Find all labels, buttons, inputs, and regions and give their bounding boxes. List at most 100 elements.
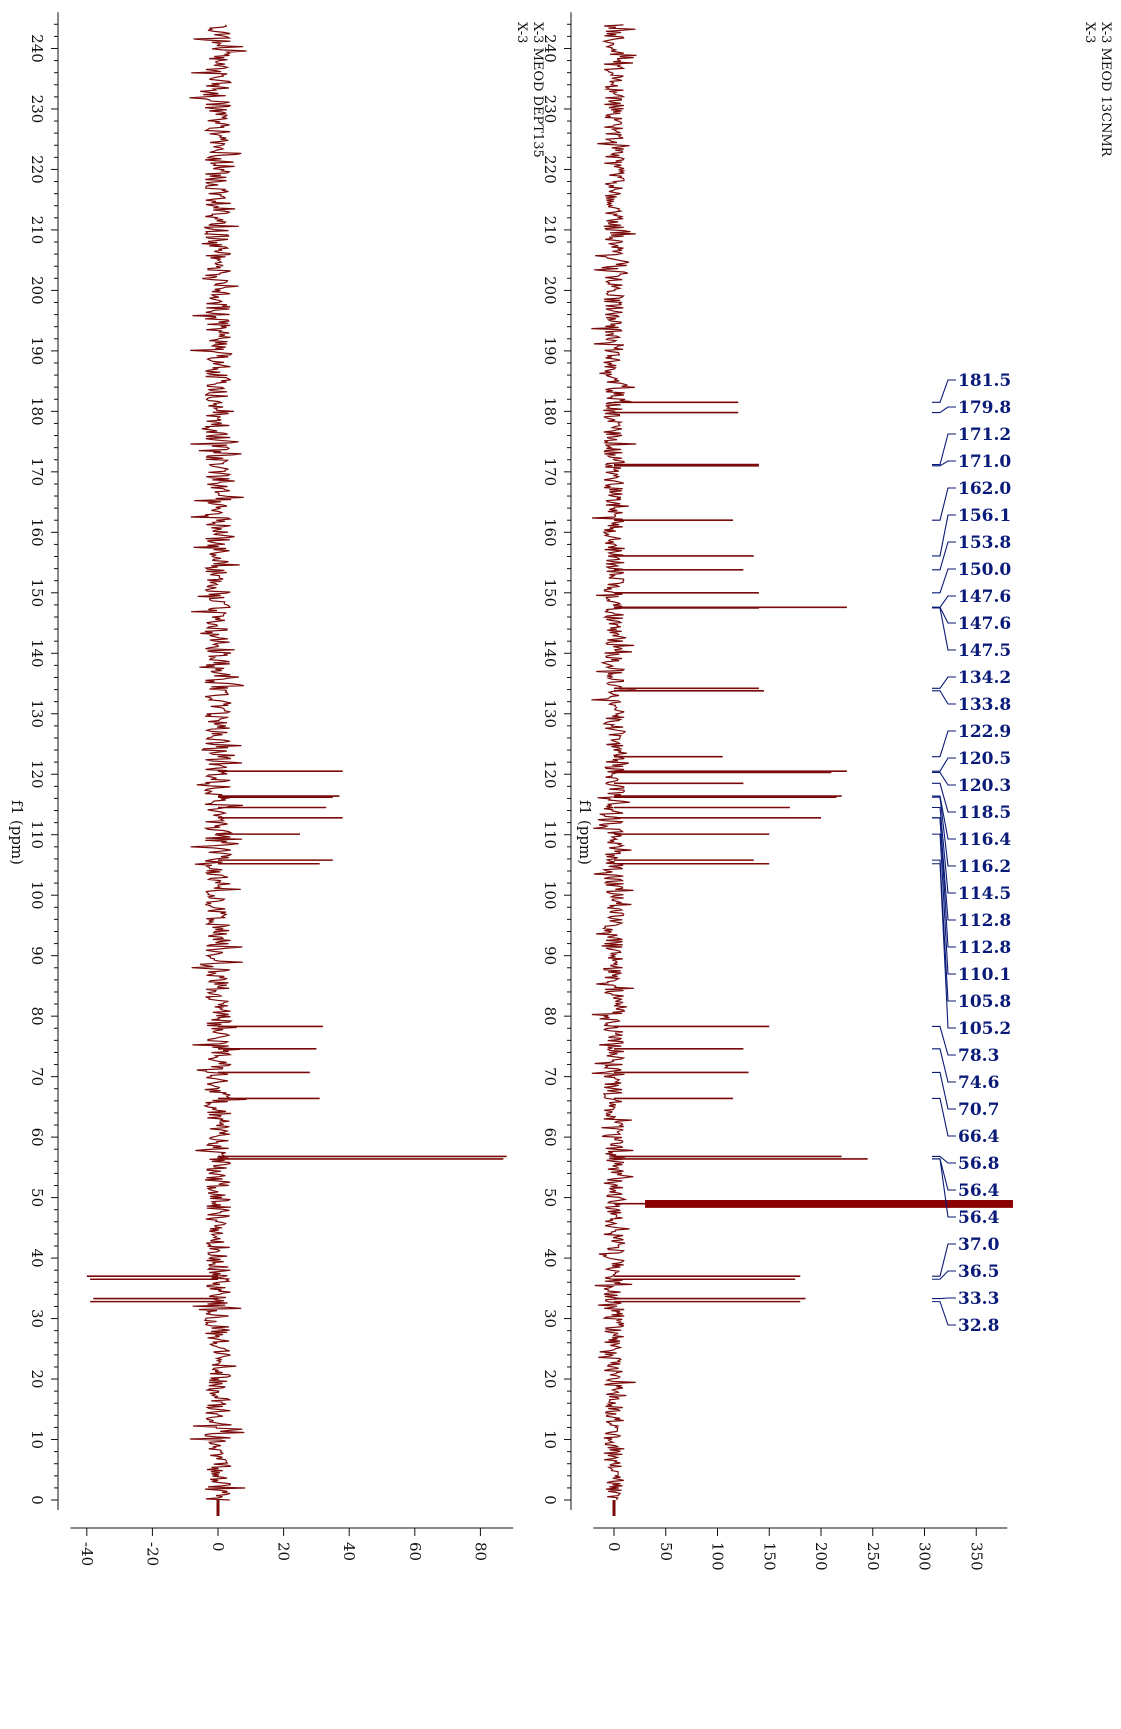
dept135-ppm-tick-label: 80 (28, 1007, 46, 1026)
c13nmr-ppm-tick-label: 130 (541, 699, 559, 728)
c13nmr-peak-connector (932, 817, 956, 948)
c13nmr-peak-connector (932, 433, 956, 466)
dept135-ppm-tick-label: 170 (28, 458, 46, 487)
c13nmr-peak-label: 162.0 (958, 479, 1011, 499)
c13nmr-peak-connector (932, 806, 956, 894)
c13nmr-ppm-tick-label: 50 (541, 1188, 559, 1207)
c13nmr-ppm-tick-label: 220 (541, 155, 559, 184)
c13nmr-peak-label: 147.6 (958, 614, 1011, 634)
c13nmr-intensity-tick-label: 350 (967, 1542, 985, 1571)
c13nmr-peak-label: 33.3 (958, 1289, 999, 1309)
c13nmr-peak-label: 120.3 (958, 776, 1011, 796)
dept135-ppm-tick-label: 230 (28, 95, 46, 124)
c13nmr-ppm-tick-label: 140 (541, 639, 559, 668)
c13nmr-intensity-tick-label: 250 (864, 1542, 882, 1571)
dept135-ppm-tick-label: 70 (28, 1067, 46, 1086)
c13nmr-peak-label: 147.5 (958, 641, 1011, 661)
dept135-intensity-tick-label: 40 (340, 1542, 358, 1561)
c13nmr-ppm-tick-label: 100 (541, 881, 559, 910)
c13nmr-peak-connector (932, 1243, 956, 1277)
c13nmr-peak-label: 120.5 (958, 749, 1011, 769)
c13nmr-ppm-tick-label: 150 (541, 578, 559, 607)
dept135-peaks (86, 770, 507, 1303)
c13nmr-ppm-axis: 0 10 20 30 40 50 60 70 80 90 100 110 120 130 140 150 160… (541, 12, 572, 1510)
c13nmr-peak-connector (932, 833, 956, 975)
c13nmr-peak-connector (932, 1297, 956, 1300)
c13nmr-peak-connector (932, 1270, 956, 1280)
c13nmr-ppm-tick-label: 190 (541, 337, 559, 366)
c13nmr-ppm-tick-label: 240 (541, 34, 559, 63)
c13nmr-spectrum-panel: X-3 X-3 MEOD 13CNMR f1 (ppm) 0 10 20 30 40 50… (541, 12, 1113, 1571)
dept135-ppm-tick-label: 180 (28, 397, 46, 426)
c13nmr-peak-connector (932, 487, 956, 521)
c13nmr-peak-label: 181.5 (958, 371, 1011, 391)
c13nmr-peak-connector (932, 595, 956, 608)
c13nmr-peak-connector (932, 730, 956, 758)
c13nmr-title-block: X-3 X-3 MEOD 13CNMR (1082, 22, 1113, 158)
c13nmr-peak-label: 112.8 (958, 938, 1011, 958)
c13nmr-title-line-1: X-3 (1082, 22, 1097, 43)
c13nmr-intensity-axis: 0 50 100 150 200 250 300 350 (593, 1527, 1008, 1571)
c13nmr-peak-label: 156.1 (958, 506, 1011, 526)
c13nmr-peak-connector (932, 1048, 956, 1083)
c13nmr-peak-connector (932, 1097, 956, 1137)
dept135-ppm-tick-label: 140 (28, 639, 46, 668)
c13nmr-ppm-tick-label: 200 (541, 276, 559, 305)
dept135-ppm-tick-label: 100 (28, 881, 46, 910)
dept135-intensity-tick-label: 20 (275, 1542, 293, 1561)
dept135-ppm-tick-label: 10 (28, 1430, 46, 1449)
c13nmr-peak-label: 153.8 (958, 533, 1011, 553)
c13nmr-ppm-tick-label: 180 (541, 397, 559, 426)
c13nmr-peak-label: 32.8 (958, 1316, 999, 1336)
dept135-title-line-1: X-3 (514, 22, 529, 43)
dept135-ppm-tick-label: 210 (28, 216, 46, 245)
c13nmr-peak-label: 37.0 (958, 1235, 1000, 1255)
c13nmr-peak-label: 179.8 (958, 398, 1011, 418)
dept135-intensity-tick-label: 60 (406, 1542, 424, 1561)
c13nmr-peak-connector (932, 796, 956, 867)
c13nmr-peak-connector (932, 460, 956, 467)
c13nmr-peak-connector (932, 771, 956, 786)
c13nmr-peak-label: 105.2 (958, 1019, 1011, 1039)
c13nmr-peak-label: 171.2 (958, 425, 1011, 445)
c13nmr-ppm-tick-label: 120 (541, 760, 559, 789)
c13nmr-intensity-tick-label: 300 (916, 1542, 934, 1571)
c13nmr-peak-connector (932, 1301, 956, 1326)
dept135-title-line-2: X-3 MEOD DEPT135 (530, 22, 545, 158)
c13nmr-peaks (614, 401, 1013, 1303)
c13nmr-ppm-tick-label: 0 (541, 1495, 559, 1505)
c13nmr-peak-connector (932, 757, 956, 772)
c13nmr-peak-labels: 181.5 179.8 171.2 171.0 162.0 156.1 153.8 150.0… (932, 371, 1011, 1336)
c13nmr-peak-label: 150.0 (958, 560, 1011, 580)
c13nmr-ppm-tick-label: 110 (541, 820, 559, 849)
c13nmr-peak-connector (932, 676, 956, 689)
dept135-ppm-tick-label: 130 (28, 699, 46, 728)
c13nmr-peak-label: 116.2 (958, 857, 1011, 877)
c13nmr-ppm-tick-label: 10 (541, 1430, 559, 1449)
c13nmr-intensity-tick-label: 50 (657, 1542, 675, 1561)
c13nmr-peak-label: 134.2 (958, 668, 1011, 688)
c13nmr-ppm-tick-label: 210 (541, 216, 559, 245)
c13nmr-ppm-tick-label: 80 (541, 1007, 559, 1026)
c13nmr-peak-label: 116.4 (958, 830, 1011, 850)
c13nmr-peak-connector (932, 1158, 956, 1218)
c13nmr-intensity-tick-label: 200 (812, 1542, 830, 1571)
dept135-ppm-tick-label: 60 (28, 1128, 46, 1147)
c13nmr-peak-label: 36.5 (958, 1262, 999, 1282)
dept135-intensity-axis: -40 -20 0 20 40 60 80 (70, 1527, 514, 1566)
dept135-ppm-tick-label: 110 (28, 820, 46, 849)
c13nmr-x-axis-label: f1 (ppm) (576, 800, 594, 865)
c13nmr-peak-connector (932, 379, 956, 403)
c13nmr-peak-label: 56.4 (958, 1208, 1000, 1228)
c13nmr-title-line-2: X-3 MEOD 13CNMR (1098, 22, 1113, 158)
dept135-ppm-tick-label: 30 (28, 1309, 46, 1328)
dept135-ppm-tick-label: 20 (28, 1369, 46, 1388)
c13nmr-ppm-tick-label: 90 (541, 946, 559, 965)
c13nmr-peak-label: 74.6 (958, 1073, 999, 1093)
dept135-ppm-tick-label: 200 (28, 276, 46, 305)
dept135-intensity-tick-label: -20 (143, 1542, 161, 1566)
dept135-spectrum-panel: X-3 X-3 MEOD DEPT135 f1 (ppm) 0 10 20 30 40 5… (8, 12, 545, 1566)
c13nmr-ppm-tick-label: 160 (541, 518, 559, 547)
c13nmr-peak-connector (932, 406, 956, 414)
c13nmr-ppm-tick-label: 170 (541, 458, 559, 487)
